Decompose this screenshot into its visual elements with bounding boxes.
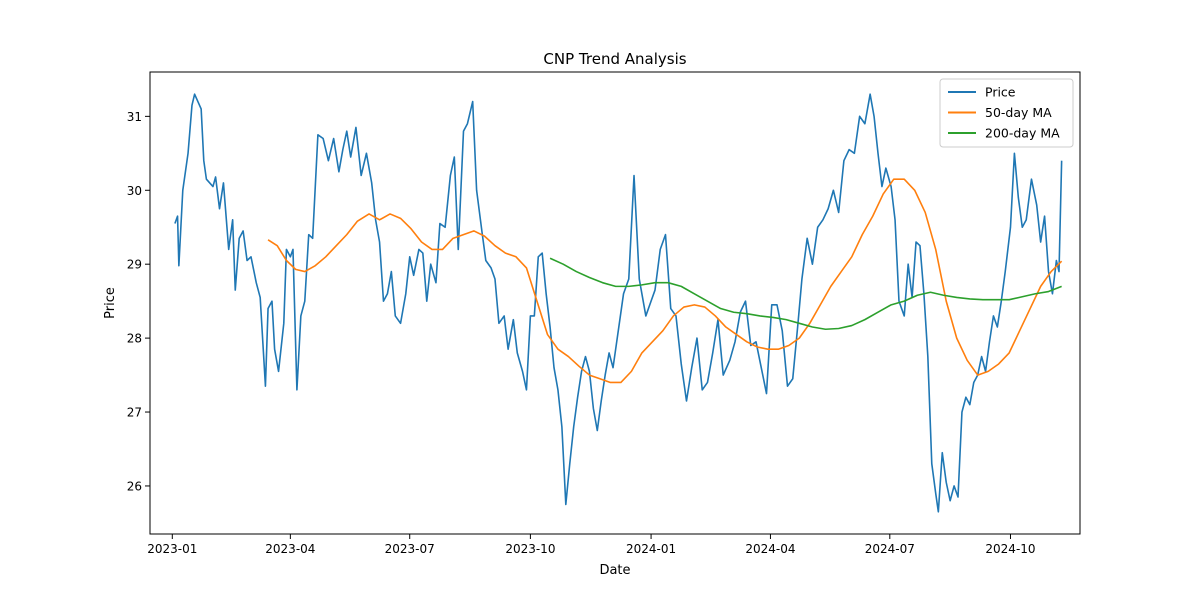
legend-label: Price [985,85,1016,100]
x-tick-label: 2023-07 [385,542,435,556]
series-line-200-day-ma [549,257,1062,331]
x-tick-label: 2023-01 [147,542,197,556]
x-tick-label: 2023-10 [505,542,555,556]
legend: Price 50-day MA 200-day MA [939,78,1074,148]
series-line-50-day-ma [267,178,1063,384]
y-tick-label: 29 [127,258,142,272]
x-axis-label: Date [599,563,630,578]
plot-frame [149,71,1081,535]
y-tick-label: 31 [127,110,142,124]
legend-label: 50-day MA [985,105,1052,120]
y-tick-label: 30 [127,184,142,198]
series-line-price [174,93,1063,513]
plot-area [149,71,1081,535]
y-tick-label: 26 [127,479,142,493]
legend-box [939,78,1074,148]
x-axis: 2023-01 2023-04 2023-07 2023-10 2024-01 2024-… [147,534,1036,556]
y-axis-label: Price [103,287,118,319]
y-tick-label: 28 [127,332,142,346]
x-tick-label: 2024-10 [985,542,1035,556]
chart-title: CNP Trend Analysis [543,50,686,68]
x-tick-label: 2024-07 [865,542,915,556]
series-layer [174,93,1063,513]
x-tick-label: 2024-04 [745,542,795,556]
x-tick-label: 2024-01 [626,542,676,556]
x-tick-label: 2023-04 [265,542,315,556]
y-axis: 26 27 28 29 30 31 [127,110,150,493]
y-tick-label: 27 [127,406,142,420]
legend-label: 200-day MA [985,126,1060,141]
